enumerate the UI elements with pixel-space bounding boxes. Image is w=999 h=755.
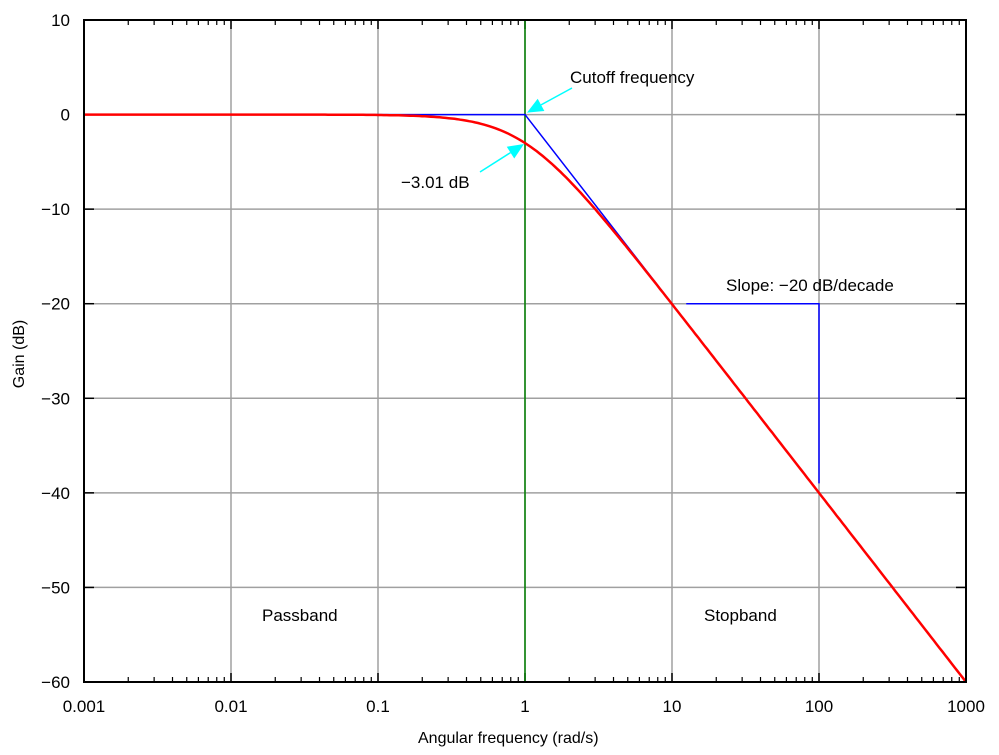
y-tick-label: −20 xyxy=(41,295,70,314)
x-tick-label: 1 xyxy=(520,697,529,716)
region-label-stopband: Stopband xyxy=(704,606,777,625)
y-tick-label: 0 xyxy=(61,106,70,125)
annotation-cutoff-frequency: Cutoff frequency xyxy=(570,68,695,87)
y-tick-label: −40 xyxy=(41,484,70,503)
annotation-arrows xyxy=(479,87,573,173)
x-tick-label: 1000 xyxy=(947,697,985,716)
x-tick-label: 0.1 xyxy=(366,697,390,716)
minus3db-arrow-icon-head xyxy=(506,144,524,159)
region-label-passband: Passband xyxy=(262,606,338,625)
x-axis-label: Angular frequency (rad/s) xyxy=(418,730,599,747)
y-tick-label: −60 xyxy=(41,673,70,692)
y-tick-label: −50 xyxy=(41,578,70,597)
x-tick-label: 10 xyxy=(663,697,682,716)
slope-indicator xyxy=(686,302,820,484)
data-series xyxy=(84,20,967,683)
y-axis-label: Gain (dB) xyxy=(11,319,29,389)
x-tick-label: 0.01 xyxy=(214,697,247,716)
annotation-minus-3db: −3.01 dB xyxy=(401,173,470,192)
tick-labels: 0.001 0.01 0.1 1 10 100 1000100−10−20−30−40−50… xyxy=(41,11,985,716)
annotation-slope: Slope: −20 dB/decade xyxy=(726,276,894,295)
x-tick-label: 0.001 xyxy=(63,697,106,716)
x-tick-label: 100 xyxy=(805,697,833,716)
cutoff-arrow-icon-shaft xyxy=(540,87,573,106)
y-tick-label: −30 xyxy=(41,389,70,408)
minus3db-arrow-icon-shaft xyxy=(479,151,511,173)
y-tick-label: 10 xyxy=(51,11,70,30)
magnitude-response-curve xyxy=(84,113,967,683)
y-tick-label: −10 xyxy=(41,200,70,219)
plot-frame xyxy=(83,19,967,683)
cutoff-arrow-icon-head xyxy=(527,98,545,113)
